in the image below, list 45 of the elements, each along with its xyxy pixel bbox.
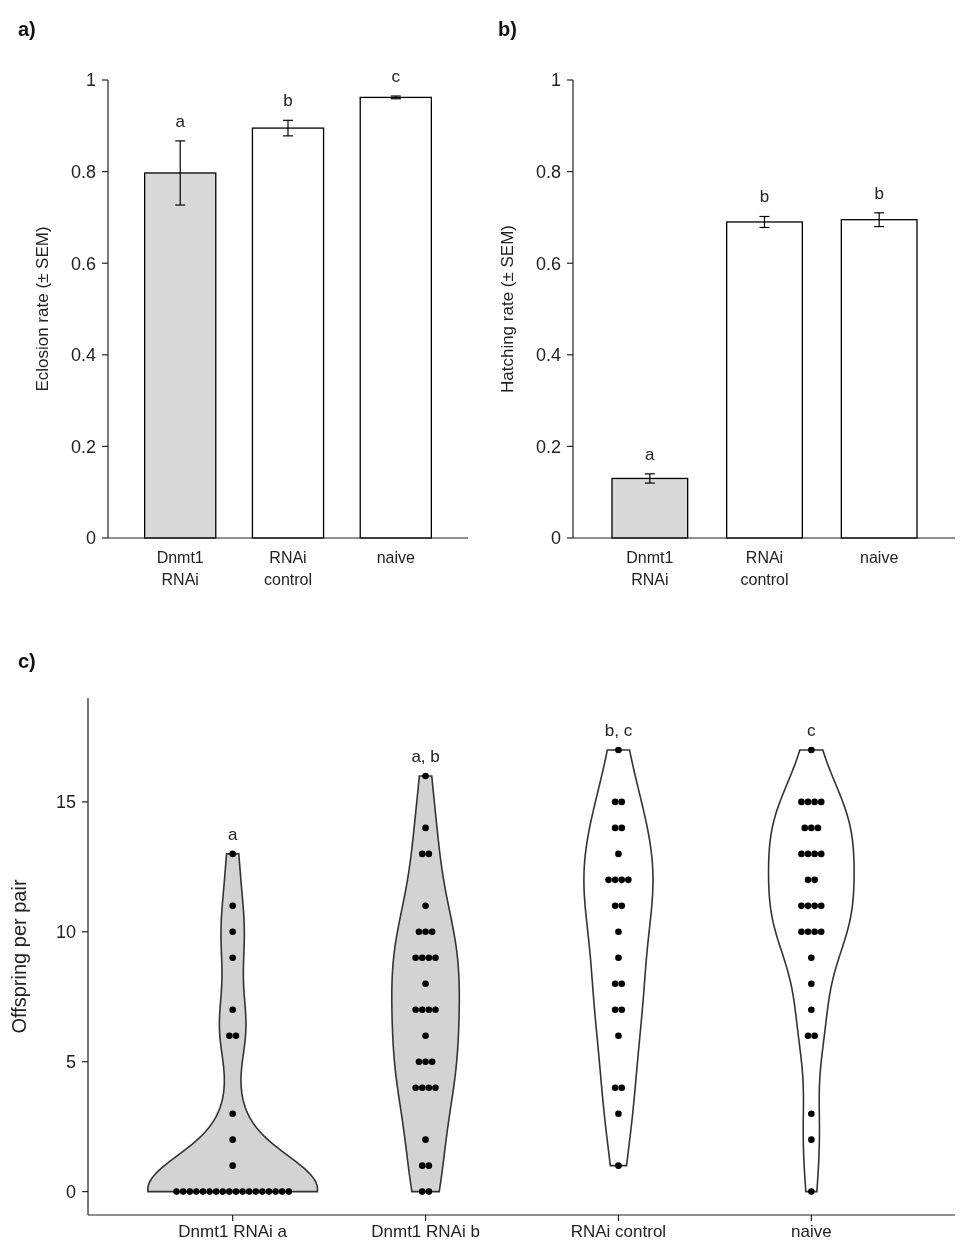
chart-title: b) [498, 18, 517, 40]
annotation: a [645, 444, 656, 464]
y-tick-label: 0 [85, 528, 96, 549]
x-tick-label: Dnmt1 RNAi [626, 549, 674, 588]
annotation: b [759, 187, 770, 207]
annotation: a, b [411, 746, 440, 766]
y-tick-label: 0.6 [70, 253, 96, 274]
y-axis-title: Eclosion rate (± SEM) [33, 226, 52, 392]
y-tick-label: 10 [55, 922, 76, 943]
y-tick-label: 1 [85, 70, 96, 91]
x-tick-label: RNAi control [740, 549, 789, 588]
bar [611, 477, 689, 539]
y-tick-label: 0.8 [535, 161, 561, 182]
x-tick-label: naive [376, 549, 416, 566]
annotation: b [874, 183, 884, 203]
x-tick-label: Dnmt1 RNAi [156, 549, 204, 588]
annotation: a [175, 111, 186, 131]
chart-title: c) [18, 650, 36, 672]
x-tick-label: naive [791, 1222, 832, 1241]
x-tick-label: RNAi control [263, 549, 313, 588]
y-tick-label: 0.4 [535, 345, 561, 366]
y-tick-label: 0.4 [70, 345, 96, 366]
x-tick-label: Dnmt1 RNAi b [371, 1222, 480, 1241]
x-tick-label: naive [860, 549, 899, 566]
y-axis-title: Offspring per pair [8, 879, 30, 1034]
x-tick-label: Dnmt1 RNAi a [178, 1222, 288, 1241]
annotation: c [391, 67, 401, 87]
annotation: b [283, 91, 293, 111]
y-tick-label: 5 [65, 1052, 76, 1073]
bar [726, 221, 803, 539]
y-tick-label: 15 [55, 792, 76, 813]
y-tick-label: 0.6 [535, 253, 561, 274]
y-tick-label: 0 [65, 1181, 76, 1202]
y-axis-title: Hatching rate (± SEM) [498, 224, 517, 394]
bar [359, 96, 432, 539]
annotation: c [807, 720, 817, 740]
y-tick-label: 0.8 [70, 161, 96, 182]
annotation: b, c [604, 720, 633, 740]
annotation: a [227, 824, 238, 844]
y-tick-label: 0 [550, 528, 561, 549]
y-tick-label: 0.2 [535, 436, 561, 457]
x-tick-label: RNAi control [570, 1222, 667, 1241]
y-tick-label: 0.2 [70, 436, 96, 457]
chart-title: a) [18, 18, 36, 40]
y-tick-label: 1 [550, 70, 561, 91]
